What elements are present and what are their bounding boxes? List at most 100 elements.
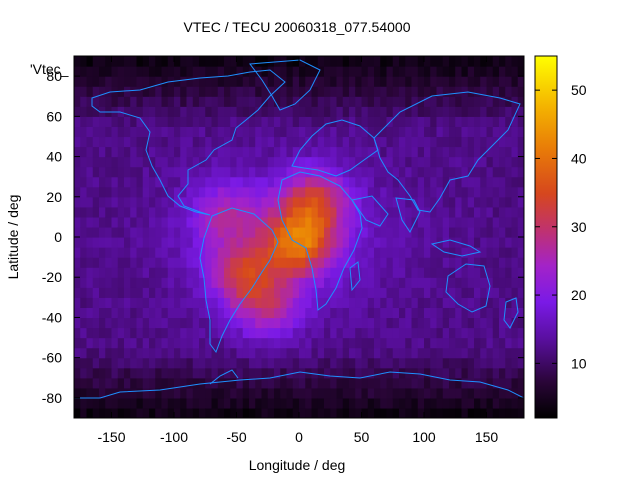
heatmap-cell	[111, 337, 119, 349]
heatmap-cell	[174, 156, 181, 168]
heatmap-cell	[430, 216, 438, 228]
heatmap-cell	[467, 156, 475, 168]
heatmap-cell	[455, 337, 463, 349]
heatmap-cell	[399, 307, 406, 319]
heatmap-cell	[92, 337, 100, 349]
heatmap-cell	[105, 407, 113, 418]
heatmap-cell	[161, 226, 169, 238]
heatmap-cell	[330, 136, 338, 148]
heatmap-cell	[217, 287, 225, 298]
heatmap-cell	[349, 357, 356, 369]
heatmap-cell	[361, 166, 369, 178]
heatmap-cell	[180, 146, 188, 158]
heatmap-cell	[317, 186, 325, 198]
heatmap-cell	[86, 307, 94, 319]
heatmap-cell	[430, 337, 438, 349]
heatmap-cell	[136, 397, 144, 409]
heatmap-cell	[299, 307, 306, 319]
heatmap-cell	[474, 237, 481, 248]
heatmap-cell	[155, 337, 163, 349]
heatmap-cell	[461, 357, 469, 369]
heatmap-cell	[74, 387, 81, 399]
heatmap-cell	[242, 156, 250, 168]
heatmap-cell	[349, 397, 356, 409]
heatmap-cell	[155, 226, 163, 238]
heatmap-cell	[367, 337, 375, 349]
heatmap-cell	[417, 277, 425, 288]
heatmap-cell	[180, 196, 188, 208]
heatmap-cell	[324, 357, 331, 369]
heatmap-cell	[230, 96, 238, 107]
heatmap-cell	[424, 76, 431, 87]
heatmap-cell	[442, 166, 450, 178]
heatmap-cell	[99, 206, 106, 218]
heatmap-cell	[230, 247, 238, 258]
heatmap-cell	[299, 237, 306, 248]
heatmap-cell	[155, 407, 163, 418]
heatmap-cell	[355, 196, 363, 208]
heatmap-cell	[380, 86, 388, 97]
heatmap-cell	[142, 347, 150, 359]
heatmap-cell	[517, 146, 524, 158]
heatmap-cell	[274, 407, 281, 418]
heatmap-cell	[136, 66, 144, 77]
heatmap-cell	[349, 257, 356, 268]
heatmap-cell	[386, 297, 394, 308]
heatmap-cell	[174, 317, 181, 329]
heatmap-cell	[80, 86, 88, 97]
heatmap-cell	[392, 307, 400, 319]
heatmap-cell	[99, 267, 106, 278]
heatmap-cell	[405, 86, 413, 97]
heatmap-cell	[355, 226, 363, 238]
heatmap-cell	[411, 186, 419, 198]
heatmap-cell	[117, 247, 125, 258]
heatmap-cell	[480, 116, 488, 127]
heatmap-cell	[80, 297, 88, 308]
heatmap-cell	[349, 176, 356, 188]
heatmap-cell	[117, 347, 125, 359]
heatmap-cell	[480, 317, 488, 329]
heatmap-cell	[399, 76, 406, 87]
heatmap-cell	[124, 76, 131, 87]
heatmap-cell	[361, 176, 369, 188]
heatmap-cell	[386, 337, 394, 349]
heatmap-cell	[161, 277, 169, 288]
heatmap-cell	[161, 247, 169, 258]
heatmap-cell	[236, 106, 244, 117]
heatmap-cell	[299, 357, 306, 369]
heatmap-cell	[199, 367, 206, 379]
heatmap-cell	[180, 126, 188, 138]
heatmap-cell	[449, 347, 456, 359]
heatmap-cell	[405, 267, 413, 278]
heatmap-cell	[311, 367, 319, 379]
y-tick-label: -20	[42, 269, 62, 285]
heatmap-cell	[480, 136, 488, 148]
heatmap-cell	[461, 267, 469, 278]
heatmap-cell	[430, 267, 438, 278]
heatmap-cell	[80, 126, 88, 138]
heatmap-cell	[505, 317, 513, 329]
heatmap-cell	[224, 126, 231, 138]
heatmap-cell	[142, 397, 150, 409]
heatmap-cell	[449, 216, 456, 228]
heatmap-cell	[242, 367, 250, 379]
heatmap-cell	[474, 327, 481, 339]
heatmap-cell	[286, 247, 294, 258]
heatmap-cell	[480, 297, 488, 308]
heatmap-cell	[336, 86, 344, 97]
heatmap-cell	[261, 116, 269, 127]
heatmap-cell	[374, 86, 381, 97]
heatmap-cell	[480, 186, 488, 198]
heatmap-cell	[449, 76, 456, 87]
heatmap-cell	[105, 367, 113, 379]
heatmap-cell	[142, 196, 150, 208]
heatmap-cell	[249, 367, 256, 379]
heatmap-cell	[336, 56, 344, 67]
heatmap-cell	[317, 257, 325, 268]
heatmap-cell	[474, 257, 481, 268]
heatmap-cell	[324, 377, 331, 389]
heatmap-cell	[480, 397, 488, 409]
heatmap-cell	[405, 156, 413, 168]
heatmap-cell	[449, 317, 456, 329]
heatmap-cell	[136, 106, 144, 117]
